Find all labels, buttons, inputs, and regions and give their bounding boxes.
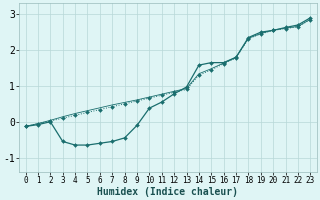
X-axis label: Humidex (Indice chaleur): Humidex (Indice chaleur) bbox=[98, 186, 238, 197]
